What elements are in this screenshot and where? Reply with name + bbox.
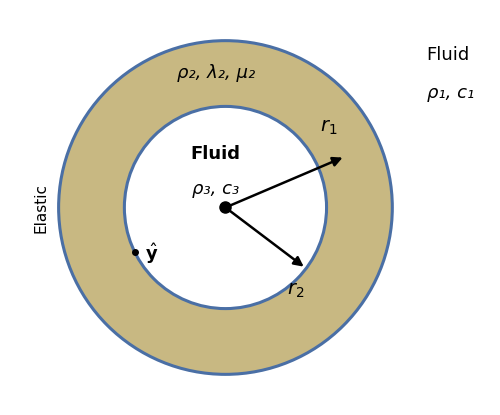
Text: Elastic: Elastic: [34, 183, 48, 232]
Text: Fluid: Fluid: [190, 144, 240, 163]
Circle shape: [124, 106, 326, 309]
Text: $r_1$: $r_1$: [320, 118, 337, 137]
Circle shape: [58, 41, 392, 374]
Text: ρ₃, c₃: ρ₃, c₃: [192, 180, 240, 198]
Text: $\hat{\mathbf{y}}$: $\hat{\mathbf{y}}$: [145, 241, 158, 266]
Text: Fluid: Fluid: [426, 46, 470, 64]
Text: ρ₂, λ₂, μ₂: ρ₂, λ₂, μ₂: [176, 64, 255, 82]
Text: ρ₁, c₁: ρ₁, c₁: [426, 84, 474, 102]
Text: $r_2$: $r_2$: [288, 281, 305, 300]
